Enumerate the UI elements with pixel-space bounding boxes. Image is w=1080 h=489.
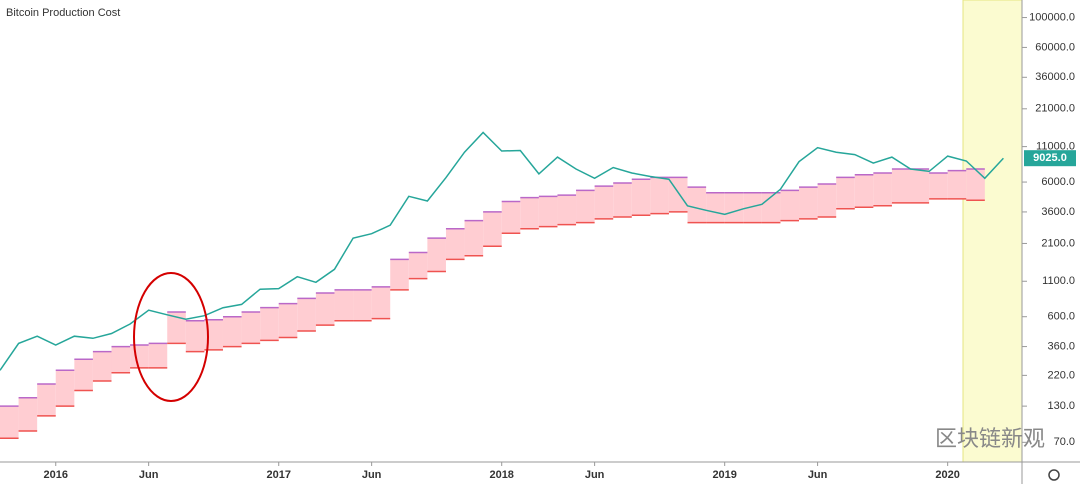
cost-band — [167, 312, 186, 344]
cost-band — [130, 344, 149, 368]
y-tick-label: 600.0 — [1047, 311, 1075, 323]
cost-band — [18, 397, 38, 431]
price-tag-label: 9025.0 — [1033, 152, 1067, 164]
cost-band — [873, 173, 892, 206]
x-tick-label: 2019 — [712, 469, 736, 481]
y-tick-label: 6000.0 — [1041, 176, 1075, 188]
y-tick-label: 11000.0 — [1036, 141, 1075, 153]
chart-title: Bitcoin Production Cost — [6, 7, 120, 19]
cost-band — [817, 184, 837, 218]
cost-band — [185, 320, 205, 352]
watermark: 区块链新观 — [935, 427, 1045, 452]
annotation-circle — [133, 272, 209, 402]
x-tick-label: 2020 — [935, 469, 959, 481]
cost-band — [854, 174, 874, 208]
cost-band — [799, 187, 818, 219]
cost-band — [910, 169, 930, 203]
plot-area — [0, 131, 1004, 440]
y-tick-label: 36000.0 — [1035, 71, 1075, 83]
y-tick-label: 70.0 — [1054, 436, 1075, 448]
highlight-zone — [962, 0, 1023, 463]
cost-band — [706, 192, 725, 223]
cost-band — [445, 228, 465, 260]
price-line — [0, 131, 1004, 371]
cost-band — [315, 292, 335, 326]
cost-band — [594, 186, 614, 219]
x-tick-label: 2018 — [489, 469, 513, 481]
y-tick-label: 3600.0 — [1041, 206, 1075, 218]
cost-band — [408, 252, 428, 279]
cost-band — [390, 259, 409, 290]
cost-band — [929, 173, 948, 199]
cost-band — [538, 196, 558, 227]
x-tick-label: 2016 — [44, 469, 68, 481]
cost-band — [371, 286, 391, 319]
x-tick-label: Jun — [139, 469, 159, 481]
cost-band — [576, 190, 595, 223]
cost-band — [743, 192, 762, 223]
cost-band — [947, 170, 967, 199]
cost-band — [650, 177, 669, 214]
cost-band — [278, 303, 298, 338]
cost-band — [222, 316, 242, 347]
settings-icon[interactable] — [1048, 469, 1060, 481]
cost-band — [37, 383, 56, 416]
cost-band — [148, 343, 168, 368]
cost-band — [204, 319, 223, 350]
cost-band — [613, 183, 632, 218]
y-tick-label: 130.0 — [1047, 400, 1075, 412]
cost-band — [891, 169, 911, 203]
cost-band — [520, 197, 539, 229]
y-tick-label: 360.0 — [1047, 340, 1075, 352]
y-tick-label: 2100.0 — [1041, 237, 1075, 249]
cost-band — [836, 177, 855, 209]
price-tag — [1024, 150, 1076, 167]
cost-band — [334, 289, 354, 321]
cost-band — [483, 211, 502, 247]
cost-band — [557, 195, 577, 225]
cost-band — [631, 179, 651, 216]
y-tick-label: 1100.0 — [1042, 275, 1075, 287]
x-tick-label: Jun — [585, 469, 605, 481]
cost-band — [427, 238, 446, 272]
cost-band — [464, 220, 484, 256]
y-tick-label: 21000.0 — [1035, 103, 1075, 115]
cost-band — [780, 190, 800, 221]
cost-band — [241, 312, 261, 344]
cost-band — [92, 351, 112, 381]
cost-band — [55, 370, 75, 407]
cost-band — [687, 187, 707, 223]
y-tick-label: 220.0 — [1047, 369, 1075, 381]
cost-band — [966, 169, 985, 201]
cost-band — [353, 289, 372, 321]
cost-band — [260, 307, 279, 341]
cost-band — [74, 359, 93, 391]
cost-band — [0, 406, 19, 439]
cost-band — [111, 346, 131, 373]
cost-band — [501, 201, 521, 234]
cost-band — [297, 298, 316, 331]
x-tick-label: Jun — [362, 469, 382, 481]
y-tick-label: 60000.0 — [1035, 41, 1075, 53]
x-tick-label: 2017 — [266, 469, 290, 481]
x-tick-label: Jun — [808, 469, 828, 481]
cost-band — [724, 192, 744, 223]
y-tick-label: 100000.0 — [1029, 11, 1075, 23]
